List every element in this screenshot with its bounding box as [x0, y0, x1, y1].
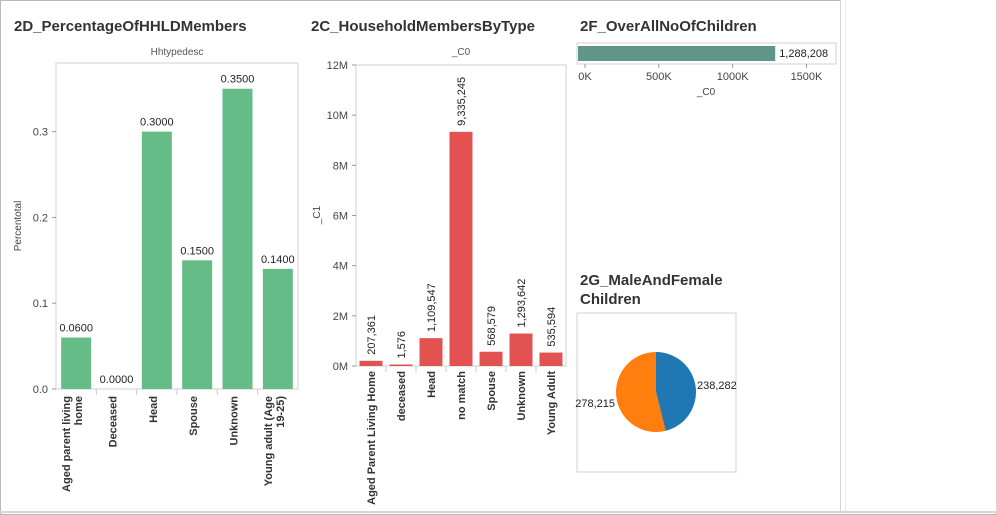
sheet-title-2d: 2D_PercentageOfHHLDMembers [14, 18, 247, 35]
chart-2f-xtick-label: 500K [646, 71, 672, 83]
chart-2c-ylabel: _C1 [312, 205, 323, 225]
chart-2c-value-label: 1,293,642 [516, 279, 528, 328]
chart-2c-bar [479, 351, 503, 366]
chart-2c-category-label: Spouse [486, 371, 498, 411]
chart-2g-male-female-pie: 238,282 278,215 [575, 312, 737, 473]
chart-2d-ytick-label: 0.0 [33, 384, 48, 396]
chart-2d-value-label: 0.1500 [180, 245, 214, 257]
chart-2f-overall-children: 1,288,208 0K 500K 1000K 1500K _C0 [576, 42, 837, 98]
chart-2c-bar [389, 364, 413, 366]
chart-2d-ytick-label: 0.1 [33, 298, 48, 310]
right-side-panel [840, 0, 997, 511]
chart-2d-category-label: Unknown [229, 396, 241, 446]
chart-2d-value-label: 0.3000 [140, 117, 174, 129]
chart-2f-xlabel: _C0 [696, 87, 716, 98]
chart-2c-ytick-label: 12M [327, 60, 348, 72]
chart-2c-value-label: 1,576 [396, 331, 408, 359]
chart-2g-slice [656, 352, 696, 431]
chart-2c-bar [509, 333, 533, 366]
chart-2d-value-label: 0.0600 [59, 323, 93, 335]
sheet-title-2g-line1: 2G_MaleAndFemale [580, 272, 723, 289]
chart-2d-category-label: Aged parent living [61, 396, 73, 492]
chart-2f-bar [578, 46, 776, 61]
chart-2f-value-label: 1,288,208 [779, 48, 828, 60]
chart-2c-ytick-label: 10M [327, 110, 348, 122]
chart-2f-xtick-label: 1000K [717, 71, 749, 83]
chart-2c-category-label: Young Adult [546, 371, 558, 435]
chart-2g-plot-frame [576, 312, 737, 473]
chart-2c-ytick-label: 4M [333, 261, 348, 273]
chart-2c-category-label: Head [426, 371, 438, 398]
chart-2c-bar [359, 360, 383, 366]
chart-2c-ytick-label: 2M [333, 311, 348, 323]
chart-2d-category-label: Spouse [188, 396, 200, 436]
chart-2d-bar [262, 268, 293, 389]
chart-2c-value-label: 1,109,547 [426, 283, 438, 332]
chart-2c-bar [419, 338, 443, 366]
sheet-title-2c: 2C_HouseholdMembersByType [311, 18, 535, 35]
chart-2d-bar [61, 337, 92, 389]
chart-2c-ytick-label: 8M [333, 160, 348, 172]
chart-2c-bar [539, 352, 563, 366]
chart-2d-ytick-label: 0.2 [33, 212, 48, 224]
sheet-title-2g-line2: Children [580, 291, 641, 308]
chart-2g-slice [616, 352, 666, 432]
chart-2f-plot-frame [576, 42, 837, 65]
chart-2d-bar [182, 260, 213, 389]
chart-2c-value-label: 568,579 [486, 306, 498, 346]
chart-2d-category-label: Deceased [108, 396, 120, 447]
sheet-title-2f: 2F_OverAllNoOfChildren [580, 18, 757, 35]
chart-2d-value-label: 0.0000 [100, 374, 134, 386]
chart-2c-category-label: Aged Parent Living Home [366, 371, 378, 505]
chart-2c-header: _C0 [451, 47, 471, 58]
chart-2c-value-label: 207,361 [366, 315, 378, 355]
chart-2d-category-label: Young adult (Age [263, 396, 275, 486]
chart-2c-bar [449, 131, 473, 366]
chart-2d-ytick-label: 0.3 [33, 127, 48, 139]
chart-2d-percentage: Hhtypedesc 0.0 0.1 0.2 0.3 Percentotal 0.0600 A… [13, 47, 299, 492]
chart-2d-category-label: 19-25) [275, 396, 287, 428]
chart-2d-category-label: Head [148, 396, 160, 423]
chart-2d-ylabel: Percentotal [13, 201, 24, 252]
chart-2c-value-label: 535,594 [546, 307, 558, 347]
chart-2f-xtick-label: 1500K [791, 71, 823, 83]
chart-2d-category-label: home [73, 396, 85, 425]
chart-2d-bar [141, 131, 172, 389]
chart-2c-household-members: _C0 0M 2M 4M 6M 8M 10M 12M _C1 207,361 Aged Parent… [312, 47, 567, 505]
chart-2c-category-label: Unknown [516, 371, 528, 421]
chart-2c-ytick-label: 0M [333, 361, 348, 373]
chart-2d-header: Hhtypedesc [151, 47, 204, 58]
chart-2d-value-label: 0.1400 [261, 254, 295, 266]
chart-2f-xtick-label: 0K [578, 71, 592, 83]
chart-2d-plot-frame [55, 62, 299, 390]
chart-2d-bar [222, 88, 253, 389]
chart-2c-ytick-label: 6M [333, 211, 348, 223]
chart-2d-value-label: 0.3500 [221, 74, 255, 86]
chart-2c-category-label: deceased [396, 371, 408, 421]
chart-2c-category-label: no match [456, 371, 468, 420]
chart-2c-value-label: 9,335,245 [456, 77, 468, 126]
bottom-border [0, 511, 997, 513]
chart-2g-value-label: 238,282 [697, 380, 737, 392]
chart-2g-value-label: 278,215 [575, 398, 615, 410]
